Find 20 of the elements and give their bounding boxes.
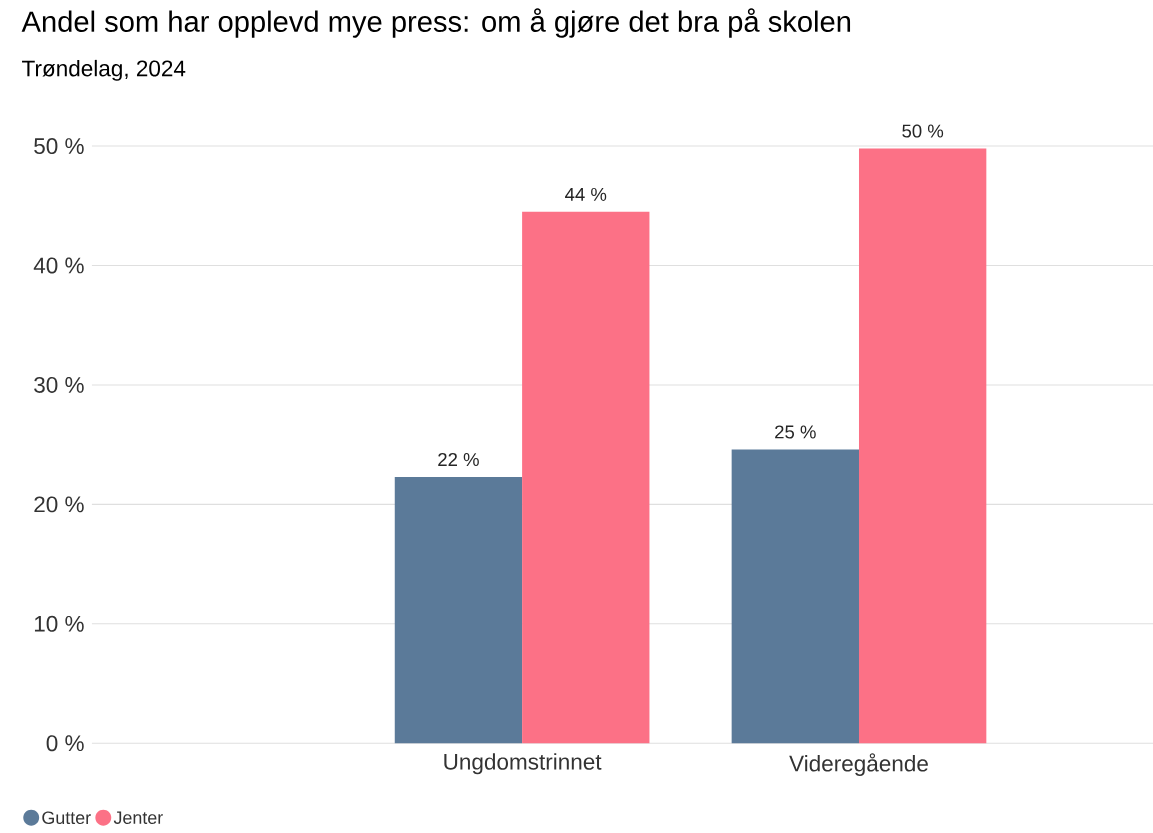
y-tick-label: 30 % <box>34 377 84 394</box>
bar <box>522 211 650 744</box>
data-label: 22 % <box>438 453 479 467</box>
y-tick-label: 0 % <box>46 735 84 752</box>
y-tick-label: 20 % <box>34 496 84 513</box>
chart-title: Andel som har opplevd mye press: om å gjøre det bra på skolen <box>21 8 851 38</box>
y-tick-label: 40 % <box>33 257 84 274</box>
data-label: 25 % <box>775 425 816 439</box>
bar <box>394 477 523 744</box>
data-label: 50 % <box>902 124 944 138</box>
x-tick-label: Videregående <box>789 753 928 777</box>
bar <box>858 148 987 744</box>
y-tick-label: 10 % <box>34 615 84 632</box>
x-tick-label: Ungdomstrinnet <box>444 753 602 775</box>
legend-label: Gutter <box>42 811 91 825</box>
data-label: 44 % <box>565 188 607 202</box>
legend-label: Jenter <box>113 811 163 825</box>
bar <box>731 449 859 744</box>
chart-subtitle: Trøndelag, 2024 <box>22 60 186 82</box>
y-tick-label: 50 % <box>34 138 84 155</box>
